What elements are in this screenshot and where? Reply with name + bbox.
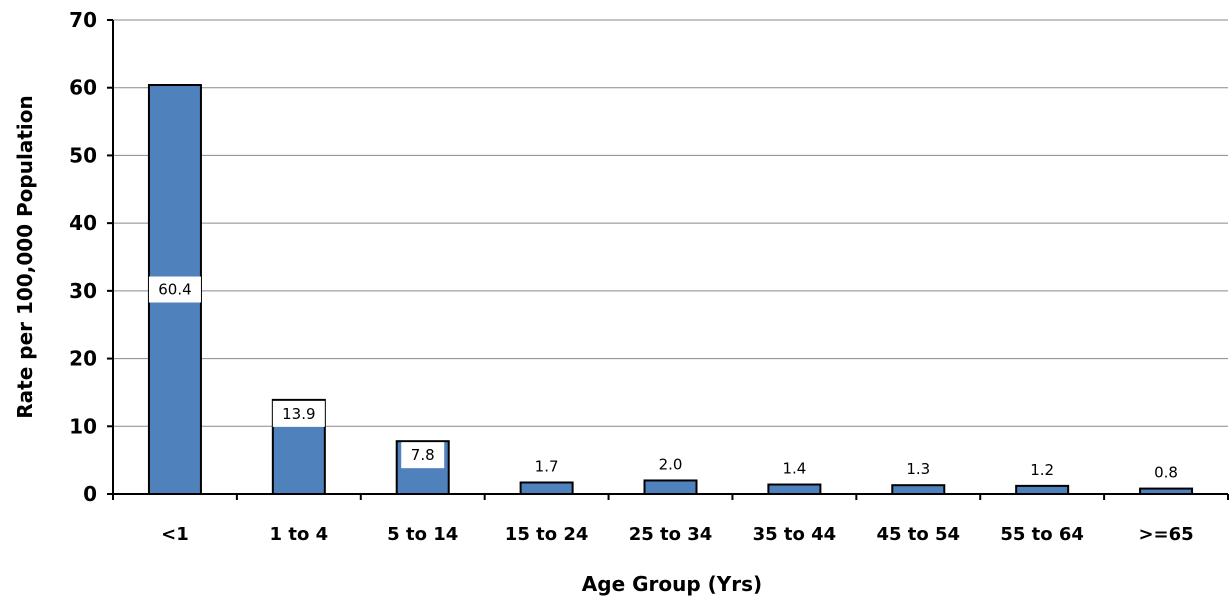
x-axis-title: Age Group (Yrs) [582, 572, 762, 596]
data-label: 7.8 [411, 446, 435, 464]
y-tick-label: 10 [69, 414, 97, 438]
bar-6 [891, 484, 946, 496]
bar-3 [519, 481, 574, 496]
x-category-label: 35 to 44 [753, 524, 837, 545]
x-category-label: 1 to 4 [270, 524, 329, 545]
gridlines [113, 19, 1228, 427]
y-axis-title: Rate per 100,000 Population [13, 95, 37, 418]
x-category-label: 45 to 54 [876, 524, 960, 545]
bar-5 [767, 483, 822, 495]
x-category-label: <1 [161, 524, 189, 545]
data-label-bg [401, 442, 445, 469]
data-label: 1.7 [535, 457, 559, 475]
bars [147, 84, 1194, 496]
x-category-label: 5 to 14 [387, 524, 458, 545]
x-category-label: 15 to 24 [505, 524, 589, 545]
data-labels: 60.4 13.9 7.8 1.7 2.0 1.4 1.3 1.2 0.8 [148, 276, 1178, 482]
x-category-label: 25 to 34 [629, 524, 713, 545]
bar-7 [1015, 484, 1070, 496]
y-tick-label: 70 [69, 8, 97, 32]
x-category-label: 55 to 64 [1000, 524, 1084, 545]
bar-4 [643, 479, 698, 496]
y-tick-label: 0 [83, 482, 97, 506]
data-label: 60.4 [158, 281, 191, 299]
data-label: 2.0 [659, 455, 683, 473]
y-tick-label: 30 [69, 279, 97, 303]
y-tick-labels: 0 10 20 30 40 50 60 70 [69, 8, 97, 506]
data-label: 13.9 [282, 405, 315, 423]
data-label-bg [148, 276, 201, 303]
x-category-labels: <1 1 to 4 5 to 14 15 to 24 25 to 34 35 to 44 4… [161, 524, 1194, 545]
data-label: 1.4 [782, 460, 806, 478]
data-label: 1.3 [906, 460, 930, 478]
data-label: 1.2 [1030, 461, 1054, 479]
data-label-bg [272, 400, 325, 427]
y-tick-label: 60 [69, 76, 97, 100]
y-tick-label: 40 [69, 211, 97, 235]
x-category-label: >=65 [1138, 524, 1193, 545]
data-label: 0.8 [1154, 464, 1178, 482]
axes [107, 19, 1229, 500]
y-tick-label: 50 [69, 143, 97, 167]
y-tick-label: 20 [69, 347, 97, 371]
